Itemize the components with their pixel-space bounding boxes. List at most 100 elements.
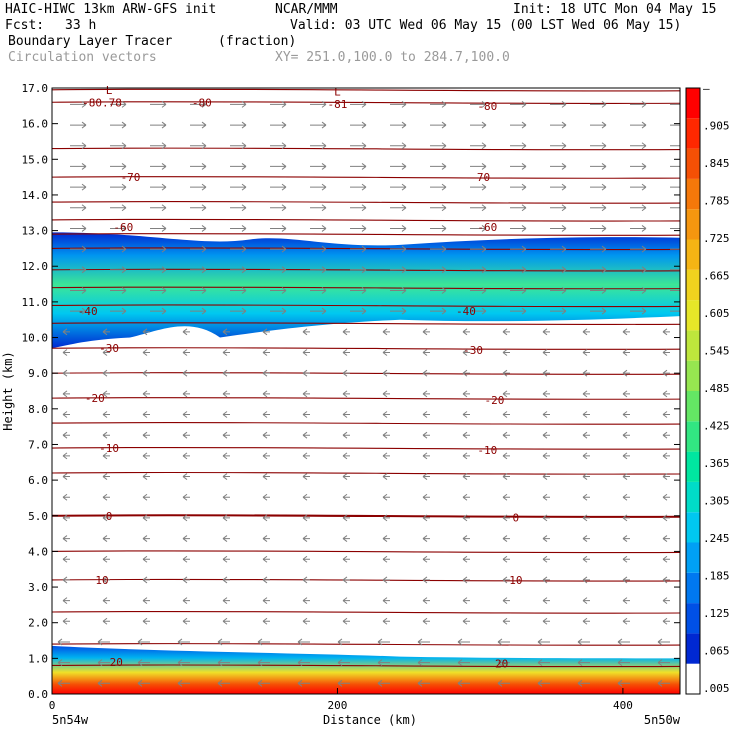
y-tick-label: 12.0 bbox=[22, 260, 49, 273]
wind-vector bbox=[150, 266, 167, 274]
wind-vector bbox=[182, 473, 190, 480]
wind-vector bbox=[590, 266, 607, 274]
wind-vector bbox=[662, 390, 670, 398]
header-field: Boundary Layer Tracer bbox=[8, 34, 173, 49]
wind-vector bbox=[150, 245, 167, 253]
wind-vector bbox=[262, 452, 270, 460]
colorbar-label: .425 bbox=[703, 420, 730, 433]
wind-vector bbox=[430, 100, 447, 108]
y-tick-label: 3.0 bbox=[28, 581, 48, 594]
isotherm-line bbox=[52, 397, 680, 400]
colorbar-label: .545 bbox=[703, 345, 730, 358]
wind-vector bbox=[462, 473, 470, 480]
wind-vector bbox=[190, 204, 207, 212]
wind-vector bbox=[622, 617, 630, 625]
wind-vector bbox=[582, 349, 590, 356]
wind-vector bbox=[430, 307, 447, 315]
wind-vector bbox=[137, 679, 150, 687]
wind-vector bbox=[262, 390, 270, 398]
wind-vector bbox=[137, 659, 150, 667]
wind-vector bbox=[102, 493, 110, 501]
wind-vector bbox=[422, 390, 430, 398]
wind-vector bbox=[70, 183, 87, 191]
wind-vector bbox=[617, 638, 630, 646]
wind-vector bbox=[62, 473, 70, 480]
wind-vector bbox=[662, 617, 670, 625]
wind-vector bbox=[262, 431, 270, 439]
wind-vector bbox=[182, 411, 190, 418]
wind-vector bbox=[550, 287, 567, 294]
wind-vector bbox=[222, 555, 230, 563]
wind-vector bbox=[382, 452, 390, 460]
wind-vector bbox=[70, 142, 87, 150]
wind-vector bbox=[270, 287, 287, 294]
wind-vector bbox=[542, 328, 550, 336]
wind-vector bbox=[142, 555, 150, 563]
wind-vector bbox=[190, 245, 207, 253]
wind-vector bbox=[622, 576, 630, 584]
wind-vector bbox=[150, 307, 167, 315]
isotherm-line bbox=[52, 147, 680, 151]
wind-vector bbox=[670, 124, 680, 126]
wind-vector bbox=[542, 597, 550, 605]
wind-vector bbox=[230, 183, 247, 191]
contour-label: L bbox=[106, 84, 113, 97]
wind-vector bbox=[302, 349, 310, 356]
wind-vector bbox=[537, 638, 550, 646]
wind-vector bbox=[262, 555, 270, 563]
wind-vector bbox=[502, 535, 510, 542]
wind-vector bbox=[422, 535, 430, 542]
colorbar-segment bbox=[686, 633, 700, 664]
wind-vector bbox=[510, 204, 527, 212]
contour-label: -70 bbox=[121, 171, 141, 184]
wind-vector bbox=[662, 473, 670, 480]
wind-vector bbox=[422, 514, 430, 522]
colorbar-segment bbox=[686, 542, 700, 573]
wind-vector bbox=[422, 369, 430, 377]
wind-vector bbox=[270, 225, 287, 232]
colorbar-label: .125 bbox=[703, 607, 730, 620]
wind-vector bbox=[182, 328, 190, 336]
wind-vector bbox=[70, 100, 87, 108]
wind-vector bbox=[510, 245, 527, 253]
wind-vector bbox=[550, 225, 567, 232]
wind-vector bbox=[670, 310, 680, 312]
wind-vector bbox=[462, 328, 470, 336]
wind-vector bbox=[390, 245, 407, 253]
wind-vector bbox=[670, 289, 680, 291]
wind-vector bbox=[577, 679, 590, 687]
wind-vector bbox=[622, 597, 630, 605]
wind-vector bbox=[222, 514, 230, 522]
wind-vector bbox=[510, 287, 527, 294]
wind-vector bbox=[502, 411, 510, 418]
wind-vector bbox=[470, 183, 487, 191]
wind-vector bbox=[302, 576, 310, 584]
wind-vector bbox=[217, 679, 230, 687]
wind-vector bbox=[350, 183, 367, 191]
contour-label: L bbox=[334, 86, 341, 99]
wind-vector bbox=[262, 411, 270, 418]
wind-vector bbox=[462, 349, 470, 356]
colorbar-label: .665 bbox=[703, 270, 730, 283]
wind-vector bbox=[262, 514, 270, 522]
wind-vector bbox=[110, 204, 127, 212]
isotherm-line bbox=[52, 664, 680, 668]
wind-vector bbox=[310, 121, 327, 129]
wind-vector bbox=[510, 266, 527, 274]
header-fcst-value: 33 h bbox=[65, 18, 97, 33]
colorbar-segment bbox=[686, 209, 700, 240]
wind-vector bbox=[630, 204, 647, 212]
wind-vector bbox=[182, 535, 190, 542]
wind-vector bbox=[270, 142, 287, 150]
wind-vector bbox=[142, 349, 150, 356]
y-tick-label: 2.0 bbox=[28, 617, 48, 630]
wind-vector bbox=[542, 431, 550, 439]
wind-vector bbox=[97, 679, 110, 687]
wind-vector bbox=[590, 225, 607, 232]
colorbar-segment bbox=[686, 572, 700, 604]
wind-vector bbox=[217, 659, 230, 667]
wind-vector bbox=[342, 349, 350, 356]
wind-vector bbox=[390, 204, 407, 212]
wind-vector bbox=[462, 576, 470, 584]
wind-vector bbox=[662, 576, 670, 584]
